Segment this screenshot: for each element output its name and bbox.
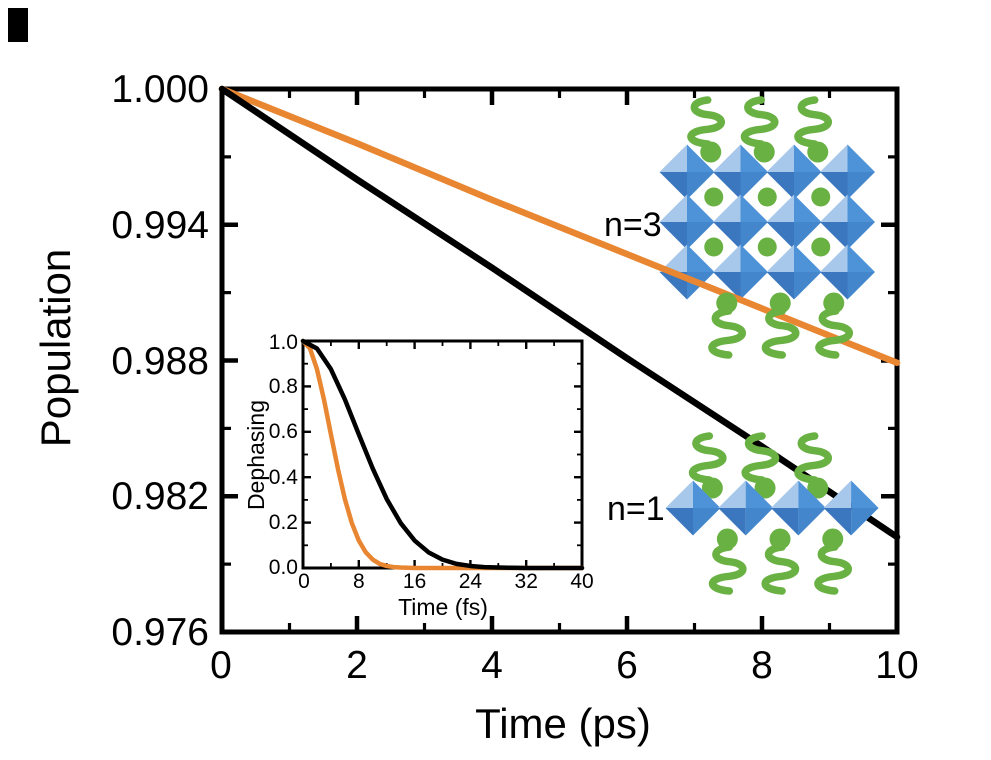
n1-curve-label: n=1 xyxy=(607,490,665,528)
inset-y-axis-title: Dephasing xyxy=(243,400,269,510)
inset-ytick-label: 0.6 xyxy=(269,420,298,443)
main-ytick-label: 0.988 xyxy=(111,340,209,383)
inset-ytick-label: 1.0 xyxy=(269,331,298,354)
inset-ytick-label: 0.2 xyxy=(269,511,298,534)
corner-artifact-mark xyxy=(8,8,28,42)
inset-xtick-label: 0 xyxy=(298,570,310,593)
main-x-axis-title: Time (ps) xyxy=(475,700,651,747)
perovskite-n3-bottom-ligands xyxy=(708,292,854,359)
inset-background xyxy=(303,341,582,568)
main-ytick-label: 0.976 xyxy=(111,611,209,654)
inset-xtick-label: 16 xyxy=(403,570,426,593)
main-xtick-label: 4 xyxy=(481,644,503,687)
inset-ytick-label: 0.0 xyxy=(269,556,298,579)
main-xtick-label: 6 xyxy=(616,644,638,687)
main-y-axis-title: Population xyxy=(32,249,79,448)
inset-xtick-label: 24 xyxy=(459,570,483,593)
perovskite-n1-structure xyxy=(665,432,879,595)
main-ytick-label: 0.994 xyxy=(111,204,209,247)
inset-ytick-label: 0.8 xyxy=(269,375,298,398)
perovskite-n3-structure xyxy=(659,96,875,300)
n3-curve-label: n=3 xyxy=(604,206,662,244)
main-decay-curves xyxy=(218,85,901,541)
inset-xtick-label: 40 xyxy=(570,570,593,593)
inset-dephasing-curves xyxy=(300,338,585,571)
inset-xtick-label: 8 xyxy=(353,570,365,593)
main-xtick-label: 2 xyxy=(346,644,368,687)
inset-x-axis-title: Time (fs) xyxy=(398,594,488,620)
inset-xtick-label: 32 xyxy=(515,570,538,593)
main-ytick-label: 0.982 xyxy=(111,475,209,518)
main-xtick-label: 8 xyxy=(751,644,773,687)
inset-ytick-label: 0.4 xyxy=(269,466,299,489)
main-xtick-label: 0 xyxy=(210,644,232,687)
main-xtick-label: 10 xyxy=(875,644,918,687)
main-ytick-label: 1.000 xyxy=(111,68,209,111)
